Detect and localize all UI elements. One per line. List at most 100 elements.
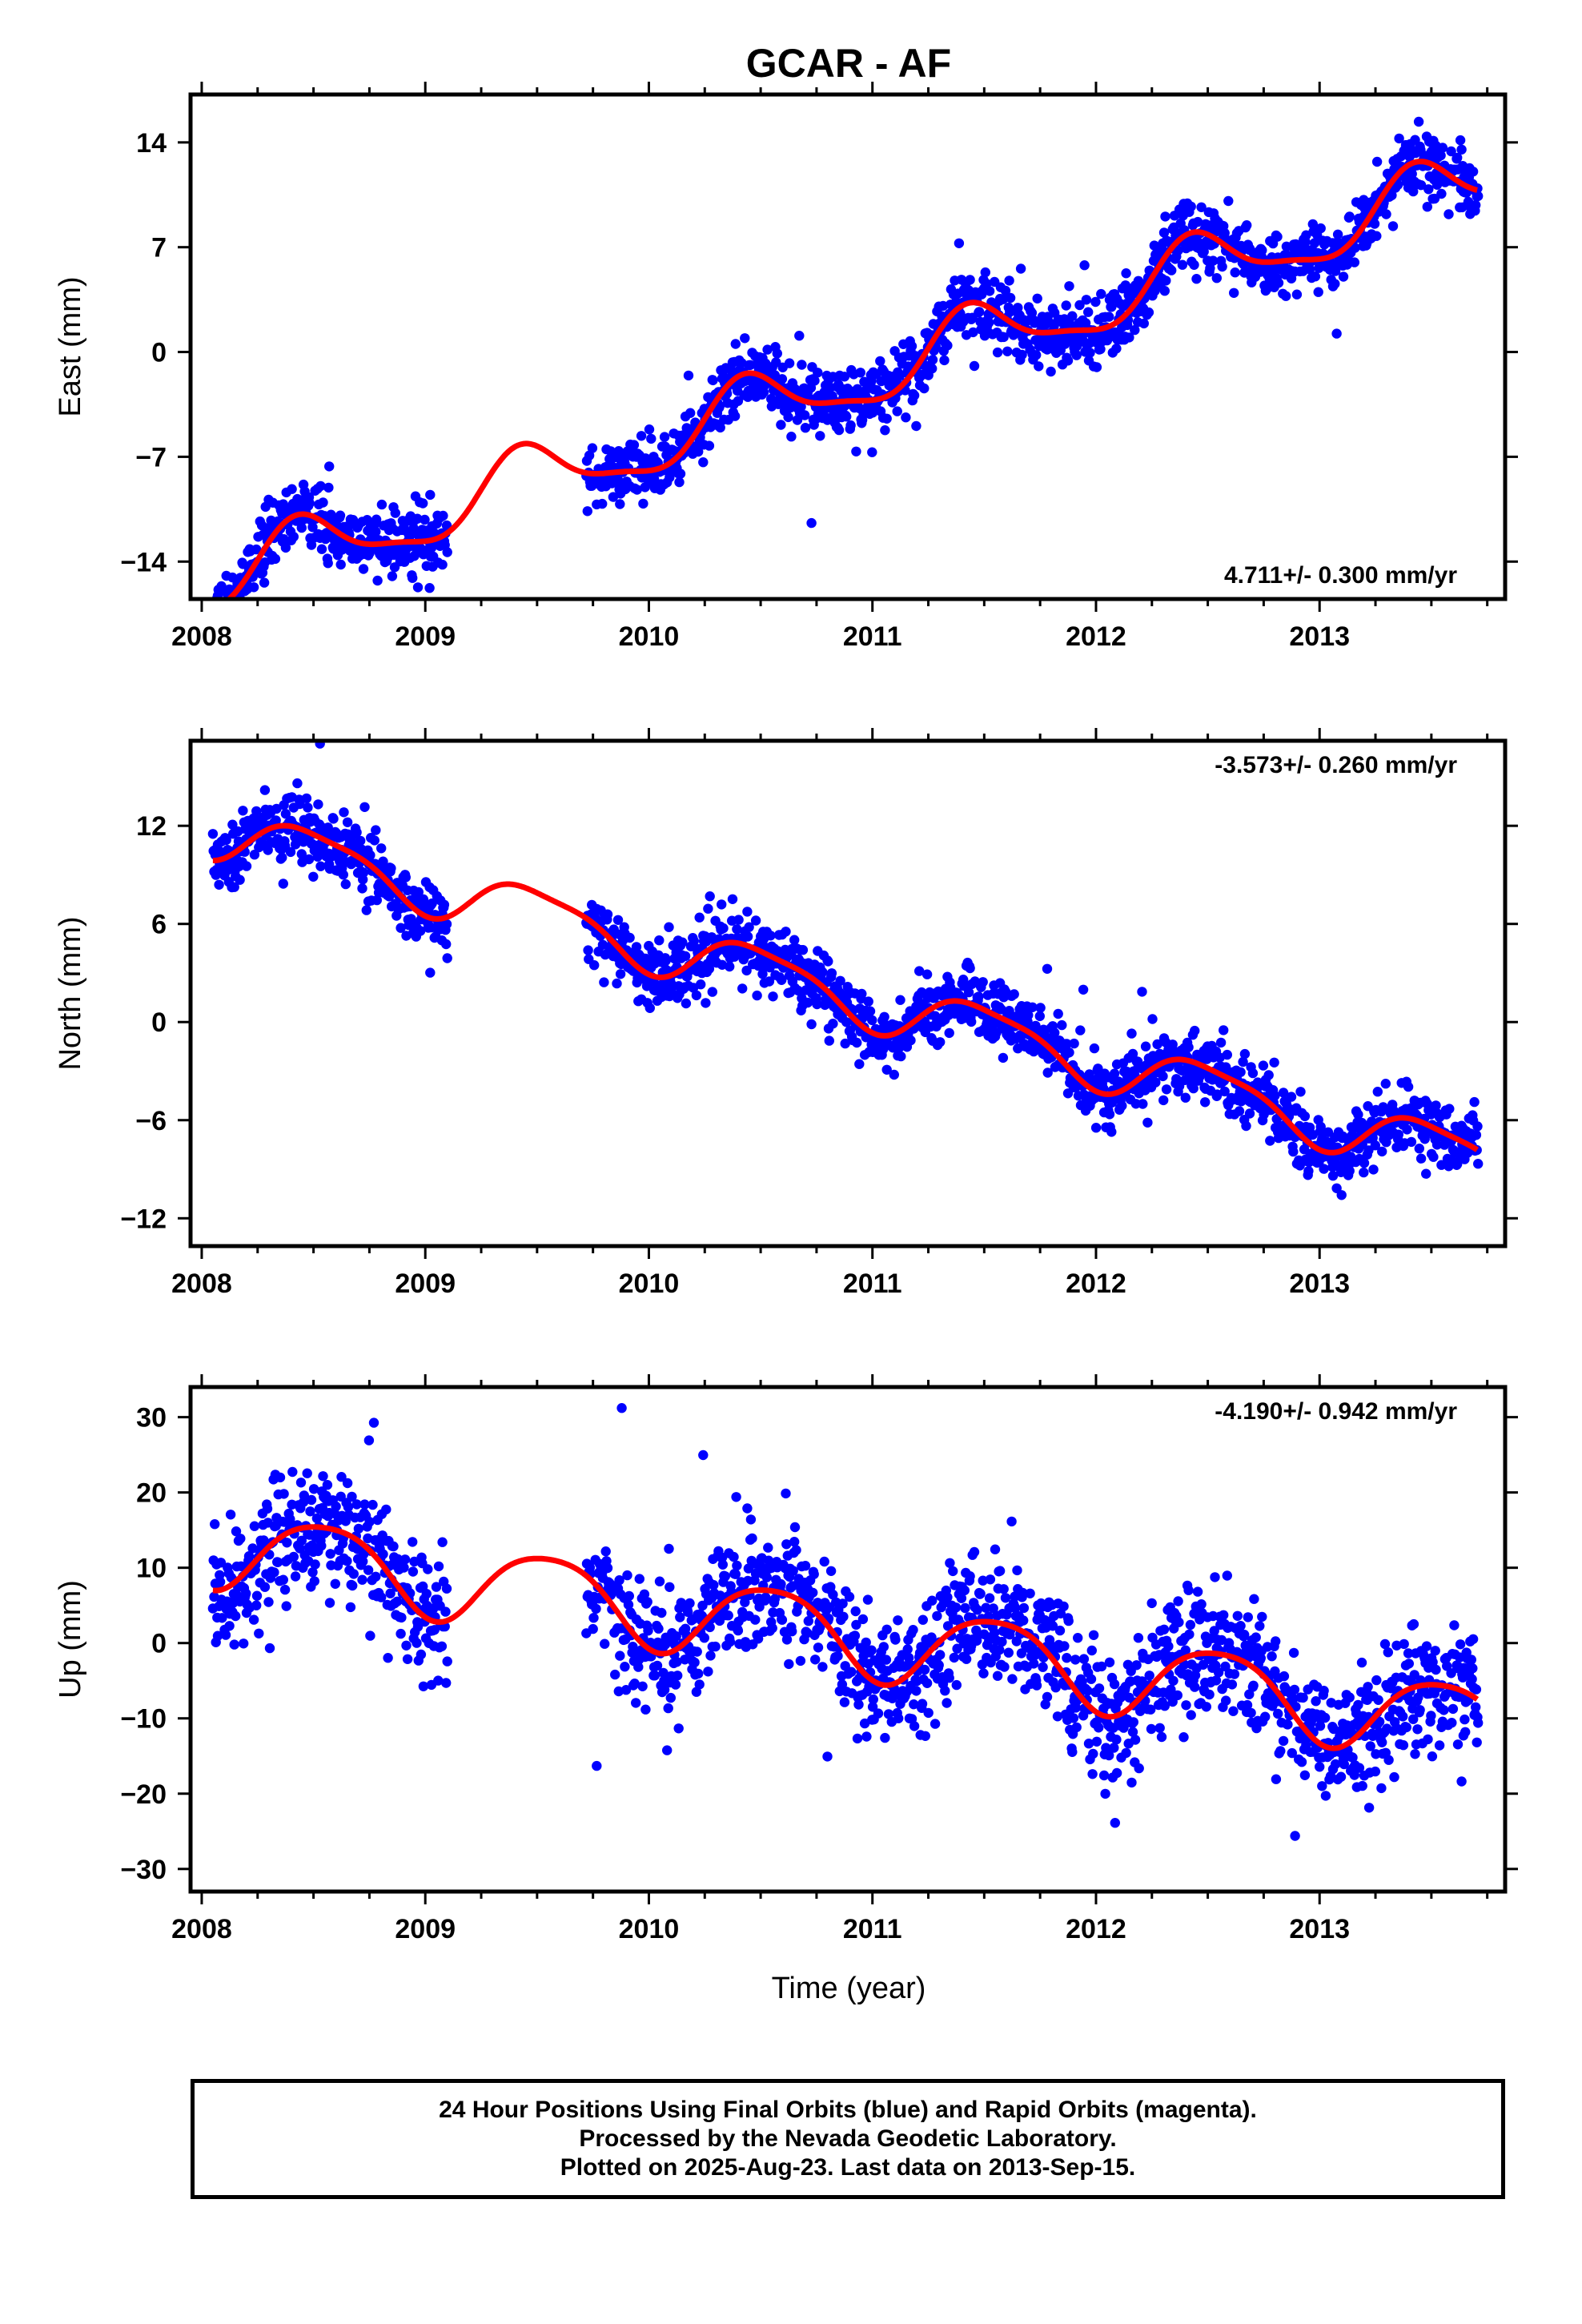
data-point [1239, 1048, 1251, 1059]
data-point [1172, 1690, 1183, 1701]
data-point [1031, 1680, 1042, 1691]
y-tick-label: −12 [120, 1204, 167, 1234]
data-point [1095, 344, 1106, 355]
data-point [1288, 1647, 1299, 1659]
data-point [363, 1435, 375, 1445]
data-point [1063, 1615, 1074, 1626]
data-point [1210, 1572, 1220, 1582]
data-point [1270, 1090, 1280, 1101]
data-point [322, 1480, 333, 1490]
data-point [347, 1580, 358, 1591]
data-point [1158, 1071, 1168, 1082]
data-point [852, 1037, 862, 1048]
data-point [441, 1678, 452, 1688]
data-point [1134, 1763, 1144, 1774]
data-point [248, 582, 259, 593]
data-point [857, 1614, 869, 1625]
data-point [285, 846, 296, 858]
data-point [942, 1698, 952, 1708]
data-point [1130, 324, 1140, 336]
data-point [776, 1578, 786, 1590]
data-point [214, 879, 224, 891]
data-point [800, 410, 810, 420]
data-point [1121, 1747, 1131, 1759]
data-point [615, 1651, 625, 1661]
data-point [932, 1610, 942, 1622]
data-point [231, 1610, 241, 1622]
data-point [921, 1678, 933, 1688]
data-point [1468, 167, 1479, 177]
data-point [963, 987, 974, 998]
data-point [1290, 1831, 1300, 1841]
data-point [1158, 1095, 1169, 1106]
data-point [1035, 1003, 1046, 1013]
data-point [1096, 288, 1106, 300]
data-point [919, 383, 930, 394]
data-point [335, 559, 346, 570]
data-point [1184, 1629, 1195, 1640]
data-point [624, 932, 635, 943]
data-point [698, 457, 709, 468]
data-point [1273, 278, 1284, 288]
data-point [1079, 260, 1090, 271]
data-point [1090, 1123, 1102, 1133]
data-point [806, 1019, 817, 1030]
data-point [340, 879, 351, 890]
data-point [777, 1614, 788, 1625]
data-point [741, 965, 752, 976]
data-point [1058, 1601, 1069, 1612]
data-point [873, 1708, 884, 1719]
data-point [940, 1686, 950, 1696]
data-point [1349, 257, 1360, 267]
data-point [1359, 1167, 1369, 1178]
data-point [662, 1745, 673, 1755]
data-point [306, 1494, 317, 1506]
data-point [809, 1569, 819, 1579]
data-point [980, 267, 991, 278]
data-point [600, 1546, 611, 1557]
rate-label: 4.711+/- 0.300 mm/yr [1224, 562, 1457, 589]
data-point [935, 1650, 946, 1660]
data-point [1180, 1092, 1191, 1103]
data-point [649, 1671, 661, 1681]
data-point [1205, 263, 1215, 274]
data-point [1053, 1008, 1063, 1019]
data-point [296, 522, 307, 533]
data-point [1130, 1735, 1141, 1745]
data-point [777, 374, 788, 384]
data-point [665, 1582, 675, 1593]
y-axis-label: North (mm) [54, 916, 87, 1070]
data-point [1408, 186, 1419, 197]
data-point [325, 1549, 335, 1559]
data-point [1034, 361, 1044, 372]
data-point [1234, 1106, 1245, 1116]
data-point [1106, 1127, 1117, 1137]
data-point [812, 999, 822, 1010]
data-point [1380, 1079, 1391, 1089]
data-point [835, 975, 845, 987]
data-point [1338, 271, 1349, 282]
data-point [1196, 202, 1207, 212]
data-point [911, 1686, 921, 1696]
data-point [371, 1571, 381, 1582]
data-point [881, 1624, 892, 1635]
data-point [235, 875, 245, 885]
data-point [219, 602, 228, 612]
data-point [1031, 350, 1042, 360]
data-point [396, 1628, 406, 1639]
data-point [634, 1574, 644, 1584]
data-point [691, 990, 702, 1001]
data-point [1128, 1717, 1139, 1727]
data-point [1038, 1662, 1048, 1672]
data-point [975, 1588, 986, 1599]
data-point [1344, 211, 1355, 222]
data-point [632, 485, 642, 495]
data-point [984, 286, 995, 296]
data-point [857, 988, 867, 999]
data-point [717, 1559, 728, 1570]
data-point [881, 1655, 892, 1665]
data-point [819, 1556, 829, 1567]
data-point [296, 849, 307, 859]
data-point [1005, 307, 1015, 317]
data-point [683, 370, 694, 381]
